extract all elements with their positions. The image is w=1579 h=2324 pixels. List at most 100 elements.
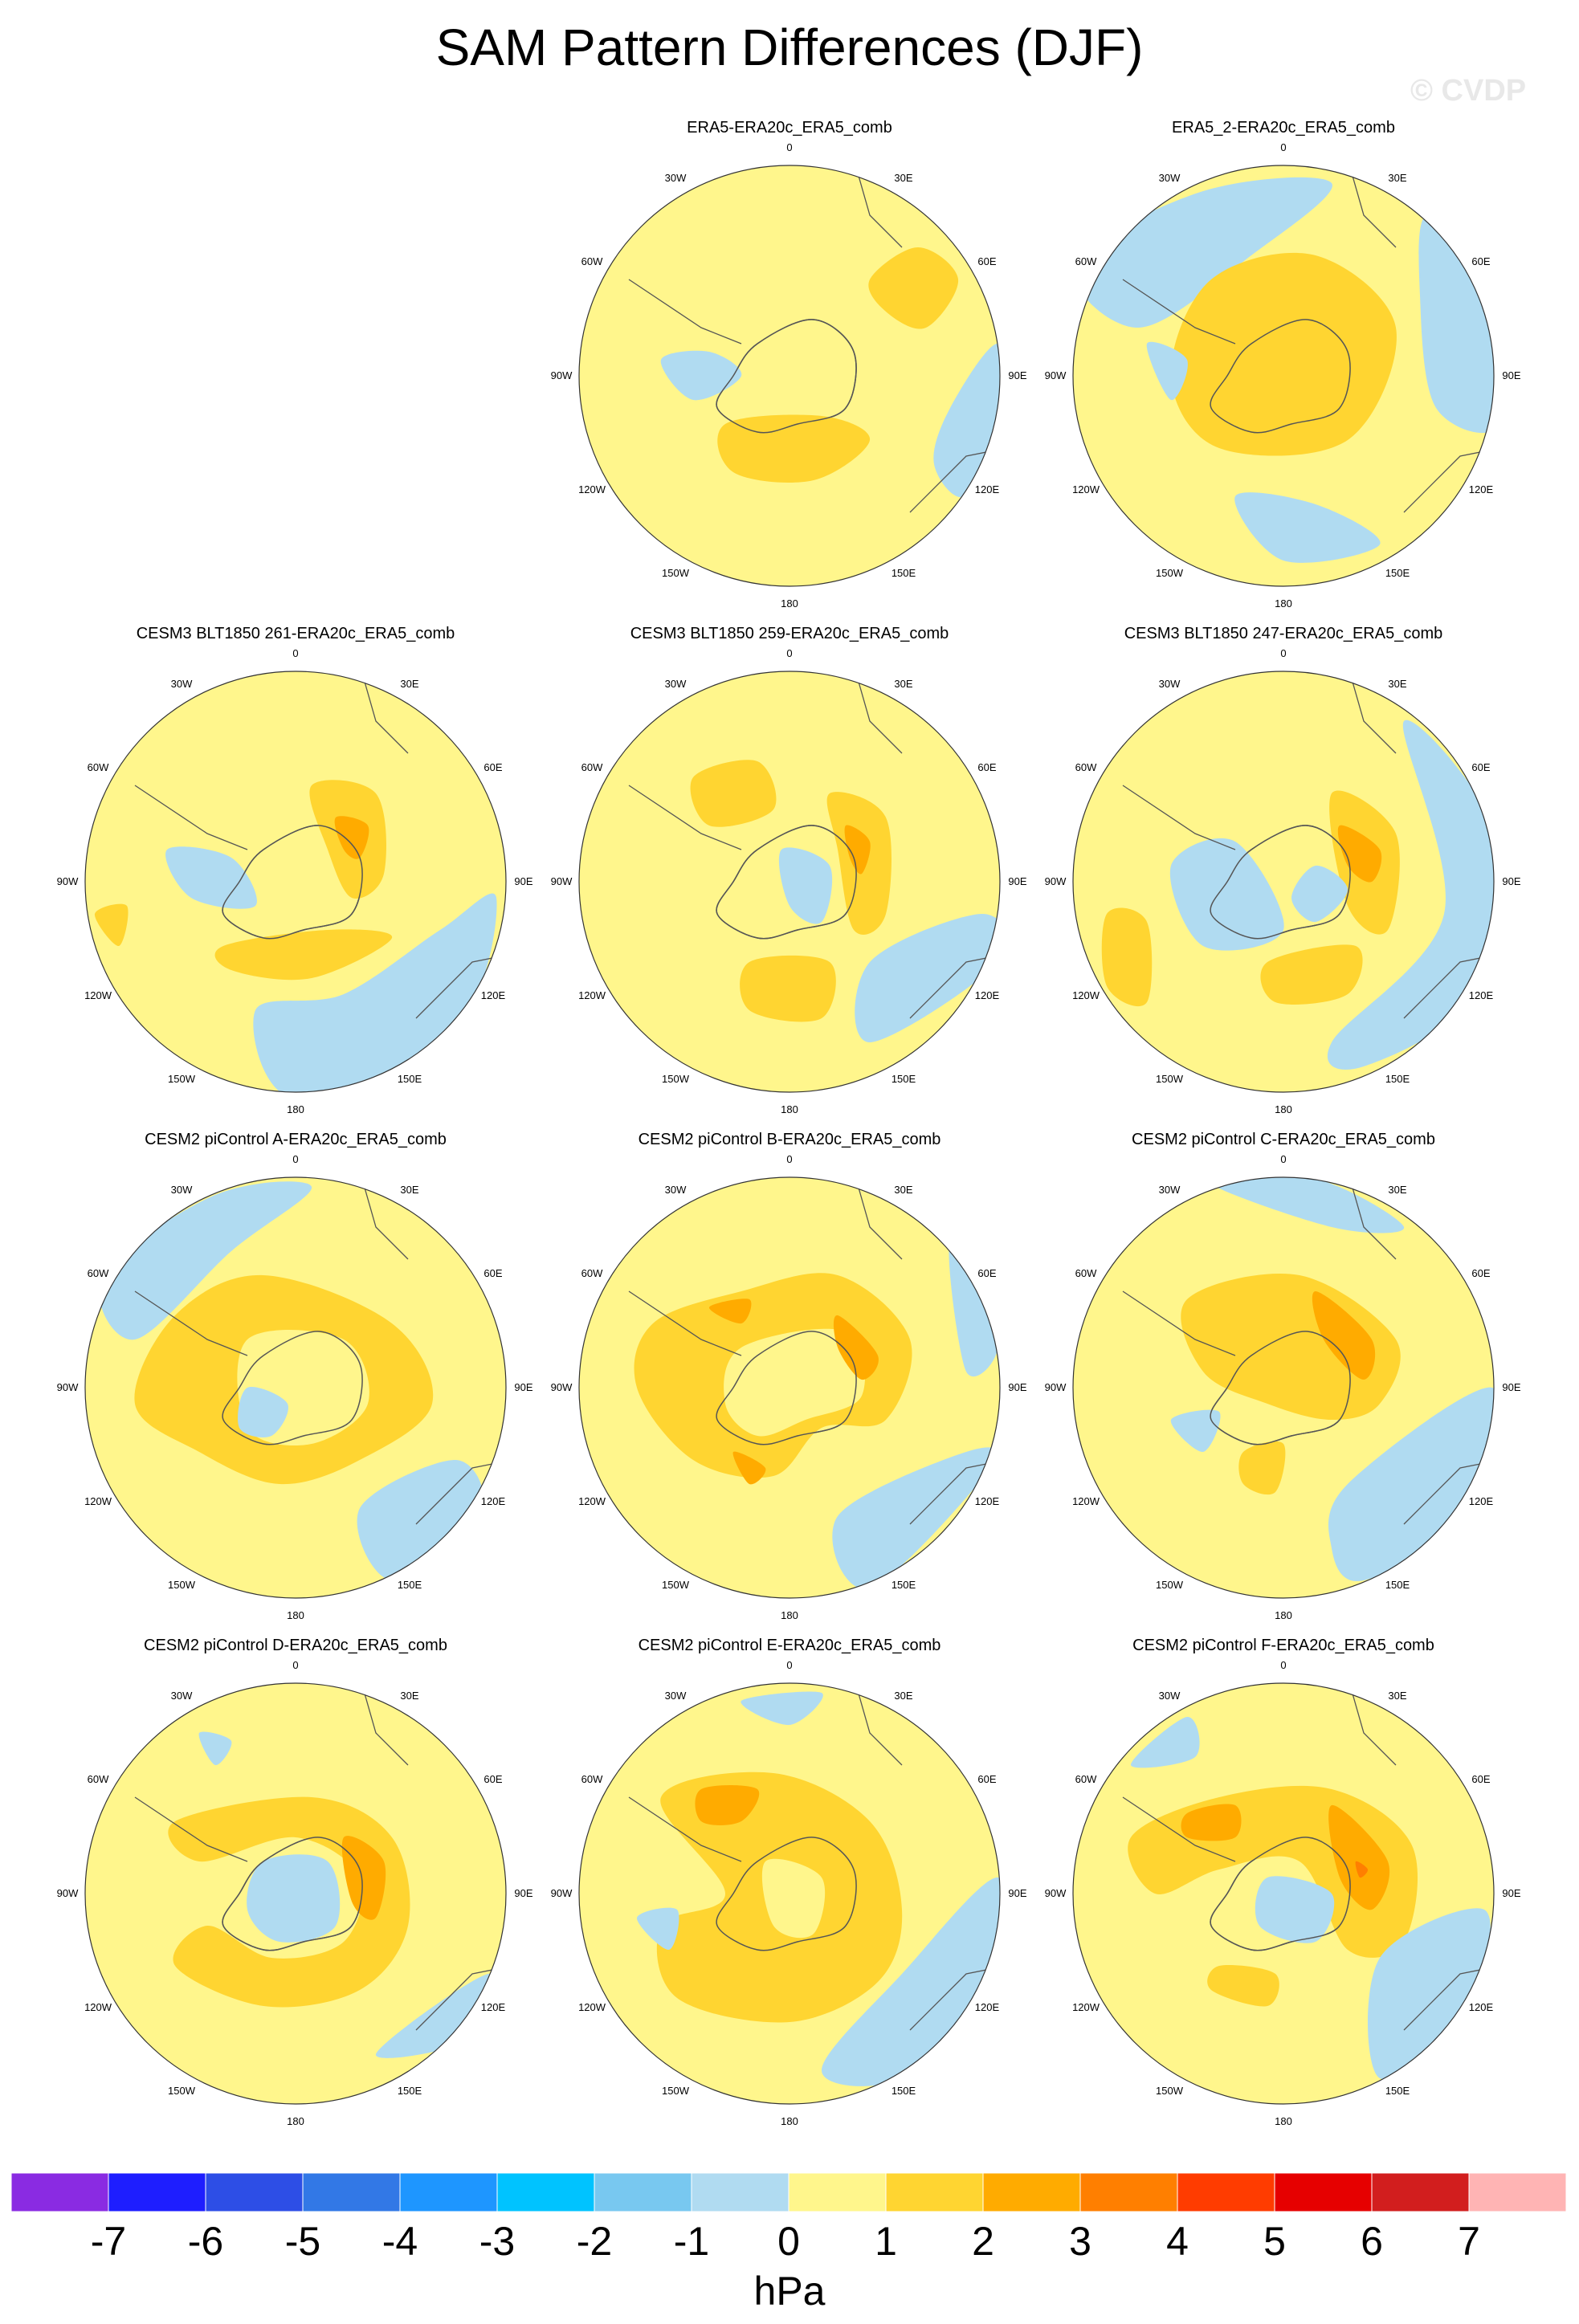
longitude-label: 120W: [84, 2001, 112, 2013]
longitude-label: 0: [292, 1153, 298, 1165]
longitude-label: 90W: [1045, 875, 1067, 887]
polar-map: 0 30E 60E 90E 120E 150E 180 150W 120W 90W 60W 30W: [57, 647, 533, 1115]
longitude-label: 60W: [581, 1267, 603, 1279]
polar-map: 0 30E 60E 90E 120E 150E 180 150W 120W 90W 60W 30W: [1045, 647, 1521, 1115]
longitude-label: 0: [786, 141, 792, 153]
contour-region: [724, 1328, 866, 1437]
colorbar-box: [788, 2173, 887, 2212]
longitude-label: 150E: [1385, 567, 1410, 579]
colorbar-box: [205, 2173, 304, 2212]
map-panel: CESM2 piControl C-ERA20c_ERA5_comb 0 30E 60…: [1042, 1131, 1524, 1637]
coastline: [716, 825, 857, 940]
contour-region: [94, 903, 129, 947]
longitude-label: 60W: [88, 761, 109, 773]
longitude-label: 90E: [1502, 1887, 1520, 1899]
contour-region: [832, 1447, 998, 1589]
contour-region: [949, 1242, 999, 1377]
coastline: [134, 1796, 248, 1862]
longitude-label: 30E: [894, 1184, 912, 1196]
longitude-label: 90E: [1502, 369, 1520, 381]
contour-region: [740, 955, 836, 1022]
longitude-label: 150E: [1385, 2085, 1410, 2097]
longitude-label: 90E: [1008, 875, 1026, 887]
colorbar-box: [496, 2173, 595, 2212]
longitude-label: 0: [786, 647, 792, 659]
longitude-label: 60E: [977, 1773, 996, 1785]
longitude-label: 0: [1280, 1659, 1286, 1671]
longitude-label: 180: [287, 1103, 304, 1115]
longitude-label: 150W: [1156, 2085, 1184, 2097]
longitude-label: 150W: [168, 2085, 196, 2097]
map-boundary: [1072, 1682, 1495, 2105]
longitude-label: 180: [287, 2115, 304, 2127]
longitude-label: 0: [1280, 1153, 1286, 1165]
contour-region: [1169, 838, 1284, 951]
coastline: [628, 1290, 742, 1356]
colorbar: [11, 2173, 1566, 2212]
longitude-label: 120E: [1469, 483, 1494, 495]
longitude-label: 30W: [1159, 678, 1181, 690]
longitude-label: 90W: [1045, 369, 1067, 381]
colorbar-box: [11, 2173, 109, 2212]
coastline: [716, 319, 857, 434]
map-panel: CESM2 piControl B-ERA20c_ERA5_comb 0 30E 60…: [549, 1131, 1030, 1637]
colorbar-tick-label: 4: [1166, 2219, 1189, 2264]
colorbar-tick-label: -7: [90, 2219, 127, 2264]
contour-region: [1202, 1177, 1405, 1233]
colorbar-box: [302, 2173, 401, 2212]
colorbar-units: hPa: [753, 2269, 826, 2314]
longitude-label: 90E: [1008, 369, 1026, 381]
contour-region: [636, 1907, 679, 1951]
map-panel: CESM3 BLT1850 247-ERA20c_ERA5_comb 0 30E 60…: [1042, 625, 1524, 1131]
longitude-label: 180: [781, 597, 798, 610]
longitude-label: 60E: [1471, 1773, 1490, 1785]
panel-title: CESM2 piControl D-ERA20c_ERA5_comb: [144, 1637, 447, 1654]
longitude-label: 90E: [1008, 1887, 1026, 1899]
contour-region: [165, 846, 257, 909]
longitude-label: 120E: [975, 989, 1000, 1001]
map-panel: ERA5_2-ERA20c_ERA5_comb 0 30E 60E 90E 120E 150…: [1042, 119, 1524, 625]
contour-region: [198, 1731, 232, 1766]
contour-region: [761, 1858, 826, 1939]
polar-map: 0 30E 60E 90E 120E 150E 180 150W 120W 90W 60W 30W: [1045, 141, 1521, 610]
coastline: [628, 1796, 742, 1862]
panel-title: ERA5-ERA20c_ERA5_comb: [687, 119, 892, 137]
longitude-label: 150E: [1385, 1073, 1410, 1085]
coastline: [134, 1290, 248, 1356]
longitude-label: 90W: [57, 875, 79, 887]
contour-region: [844, 825, 871, 875]
longitude-label: 90W: [57, 1887, 79, 1899]
colorbar-tick-label: 1: [875, 2219, 897, 2264]
longitude-label: 120W: [1072, 1495, 1100, 1507]
longitude-label: 150W: [662, 1073, 690, 1085]
polar-map: 0 30E 60E 90E 120E 150E 180 150W 120W 90W 60W 30W: [57, 1153, 533, 1621]
contour-region: [238, 1387, 288, 1437]
longitude-label: 30E: [1388, 1690, 1406, 1702]
longitude-label: 0: [786, 1153, 792, 1165]
longitude-label: 60W: [581, 761, 603, 773]
contour-region: [1255, 1876, 1335, 1943]
longitude-label: 60E: [483, 761, 502, 773]
colorbar-tick-label: 3: [1069, 2219, 1091, 2264]
longitude-label: 150E: [1385, 1579, 1410, 1591]
panel-title: CESM3 BLT1850 261-ERA20c_ERA5_comb: [136, 625, 455, 642]
longitude-label: 120E: [481, 2001, 506, 2013]
colorbar-tick-label: 5: [1263, 2219, 1286, 2264]
longitude-label: 60E: [1471, 255, 1490, 267]
colorbar-box: [982, 2173, 1081, 2212]
colorbar-box: [594, 2173, 692, 2212]
longitude-label: 90E: [514, 1381, 532, 1393]
longitude-label: 30E: [1388, 678, 1406, 690]
map-panel: CESM2 piControl E-ERA20c_ERA5_comb 0 30E 60…: [549, 1637, 1030, 2143]
coastline: [1122, 1796, 1236, 1862]
contour-region: [1170, 252, 1397, 456]
map-boundary: [1072, 671, 1495, 1093]
coastline: [222, 825, 363, 940]
longitude-label: 180: [1275, 597, 1292, 610]
polar-map: 0 30E 60E 90E 120E 150E 180 150W 120W 90W 60W 30W: [1045, 1153, 1521, 1621]
longitude-label: 150E: [398, 2085, 422, 2097]
longitude-label: 90E: [514, 875, 532, 887]
contour-region: [334, 816, 369, 859]
contour-region: [732, 1451, 766, 1485]
longitude-label: 0: [292, 1659, 298, 1671]
